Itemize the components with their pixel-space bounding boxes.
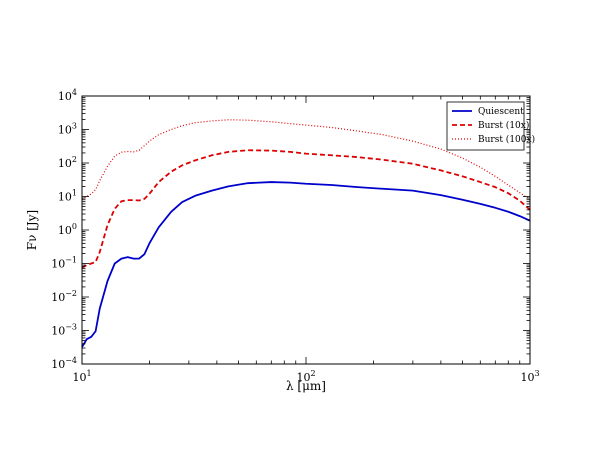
- legend-label-quiescent: Quiescent: [478, 107, 524, 117]
- y-tick-label: 101: [58, 189, 77, 204]
- y-axis-label: Fν [Jy]: [25, 210, 39, 250]
- y-tick-label: 103: [58, 122, 77, 137]
- legend-box: [446, 101, 525, 151]
- x-tick-label: 103: [520, 369, 539, 384]
- y-tick-label: 10−3: [51, 323, 77, 338]
- x-axis-label: λ [μm]: [286, 379, 326, 393]
- x-tick-label: 102: [296, 369, 315, 384]
- series-layer: [81, 119, 531, 348]
- series-line-0: [81, 181, 531, 348]
- y-tick-label: 10−4: [51, 356, 77, 371]
- y-tick-label: 102: [58, 155, 77, 170]
- y-tick-label: 100: [58, 222, 77, 237]
- y-tick-label: 104: [58, 88, 77, 103]
- y-tick-label: 10−1: [51, 256, 77, 271]
- tick-labels: 101 102 103 10−4 10−3 10−2 10−1 100 101 102 103 104: [51, 88, 539, 384]
- y-tick-label: 10−2: [51, 289, 77, 304]
- legend: Quiescent Burst (10x) Burst (100x): [446, 101, 535, 151]
- ticks-layer: [81, 95, 531, 365]
- series-line-1: [81, 149, 531, 269]
- legend-label-burst-10x: Burst (10x): [478, 120, 529, 131]
- x-tick-label: 101: [72, 369, 91, 384]
- legend-label-burst-100x: Burst (100x): [478, 134, 535, 145]
